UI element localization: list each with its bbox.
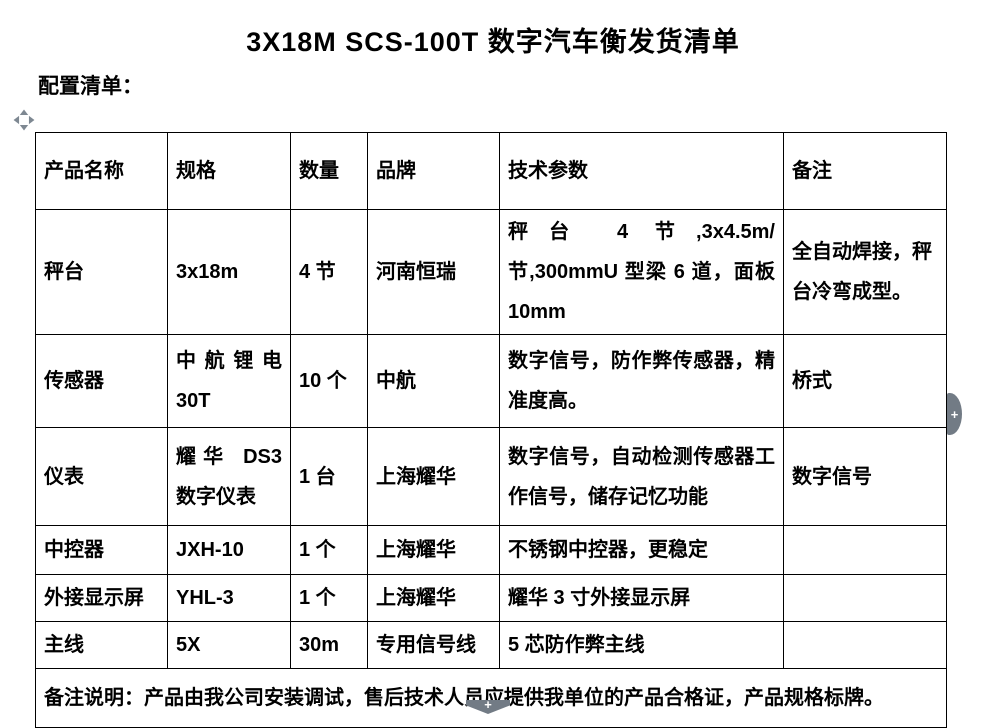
- table-row: 仪表 耀华 DS3 数字仪表 1 台上海耀华 数字信号，自动检测传感器工作信号，储存记…: [35, 427, 947, 526]
- table-row: 外接显示屏 YHL-3 1 个上海耀华 耀华 3 寸外接显示屏: [35, 574, 947, 622]
- table-row: 传感器 中航锂电 30T 10 个中航 数字信号，防作弊传感器，精准度高。 桥式: [35, 334, 947, 428]
- table-cell[interactable]: JXH-10: [167, 525, 291, 575]
- table-cell[interactable]: [783, 525, 947, 575]
- table-cell[interactable]: 中航: [367, 334, 500, 428]
- plus-icon: +: [484, 697, 492, 712]
- table-cell[interactable]: 专用信号线: [367, 621, 500, 669]
- table-cell[interactable]: 3x18m: [167, 209, 291, 335]
- table-row: 中控器 JXH-10 1 个上海耀华 不锈钢中控器，更稳定: [35, 525, 947, 575]
- table-cell[interactable]: 不锈钢中控器，更稳定: [499, 525, 784, 575]
- table-cell[interactable]: 5 芯防作弊主线: [499, 621, 784, 669]
- table-row: 秤台 3x18m 4 节河南恒瑞 秤台 4 节,3x4.5m/节,300mmU 型梁 …: [35, 209, 947, 335]
- header-cell[interactable]: 品牌: [367, 132, 500, 210]
- plus-icon: +: [950, 406, 959, 422]
- table-body: 产品名称 规格 数量 品牌 技术参数 备注 秤台 3x18m 4 节河南恒瑞 秤台 4 节,3x4…: [35, 132, 947, 728]
- table-cell[interactable]: 上海耀华: [367, 427, 500, 526]
- table-cell[interactable]: 上海耀华: [367, 525, 500, 575]
- footer-note-cell[interactable]: 备注说明：产品由我公司安装调试，售后技术人员应提供我单位的产品合格证，产品规格标…: [35, 668, 947, 728]
- header-cell[interactable]: 技术参数: [499, 132, 784, 210]
- header-cell[interactable]: 备注: [783, 132, 947, 210]
- table-cell[interactable]: 仪表: [35, 427, 168, 526]
- header-cell[interactable]: 规格: [167, 132, 291, 210]
- table-cell[interactable]: 1 台: [290, 427, 368, 526]
- table-cell[interactable]: 10 个: [290, 334, 368, 428]
- table-cell[interactable]: 中航锂电 30T: [167, 334, 291, 428]
- config-list-label[interactable]: 配置清单：: [38, 75, 143, 98]
- table-cell[interactable]: 主线: [35, 621, 168, 669]
- table-move-handle-icon[interactable]: [13, 109, 35, 131]
- table-cell[interactable]: 5X: [167, 621, 291, 669]
- table-cell[interactable]: 1 个: [290, 525, 368, 575]
- add-column-button[interactable]: +: [947, 393, 962, 435]
- header-row: 产品名称 规格 数量 品牌 技术参数 备注: [35, 132, 947, 210]
- header-cell[interactable]: 数量: [290, 132, 368, 210]
- table-row: 主线 5X 30m 专用信号线 5 芯防作弊主线: [35, 621, 947, 669]
- table-cell[interactable]: 30m: [290, 621, 368, 669]
- table-cell[interactable]: 外接显示屏: [35, 574, 168, 622]
- page-title[interactable]: 3X18M SCS-100T 数字汽车衡发货清单: [246, 27, 740, 57]
- table-cell[interactable]: 数字信号: [783, 427, 947, 526]
- table-cell[interactable]: 上海耀华: [367, 574, 500, 622]
- table-cell[interactable]: YHL-3: [167, 574, 291, 622]
- table-cell[interactable]: 耀华 3 寸外接显示屏: [499, 574, 784, 622]
- footer-row: 备注说明：产品由我公司安装调试，售后技术人员应提供我单位的产品合格证，产品规格标…: [35, 668, 947, 728]
- table-cell[interactable]: [783, 621, 947, 669]
- table-cell[interactable]: 1 个: [290, 574, 368, 622]
- header-cell[interactable]: 产品名称: [35, 132, 168, 210]
- table-cell[interactable]: [783, 574, 947, 622]
- table-cell[interactable]: 耀华 DS3 数字仪表: [167, 427, 291, 526]
- table-cell[interactable]: 全自动焊接，秤台冷弯成型。: [783, 209, 947, 335]
- table-cell[interactable]: 桥式: [783, 334, 947, 428]
- table-cell[interactable]: 中控器: [35, 525, 168, 575]
- shipping-list-table: 产品名称 规格 数量 品牌 技术参数 备注 秤台 3x18m 4 节河南恒瑞 秤台 4 节,3x4…: [35, 132, 947, 728]
- table-cell[interactable]: 4 节: [290, 209, 368, 335]
- table-cell[interactable]: 数字信号，防作弊传感器，精准度高。: [499, 334, 784, 428]
- table-cell[interactable]: 传感器: [35, 334, 168, 428]
- table-cell[interactable]: 数字信号，自动检测传感器工作信号，储存记忆功能: [499, 427, 784, 526]
- table-cell[interactable]: 秤台 4 节,3x4.5m/节,300mmU 型梁 6 道，面板 10mm: [499, 209, 784, 335]
- table-cell[interactable]: 河南恒瑞: [367, 209, 500, 335]
- table-cell[interactable]: 秤台: [35, 209, 168, 335]
